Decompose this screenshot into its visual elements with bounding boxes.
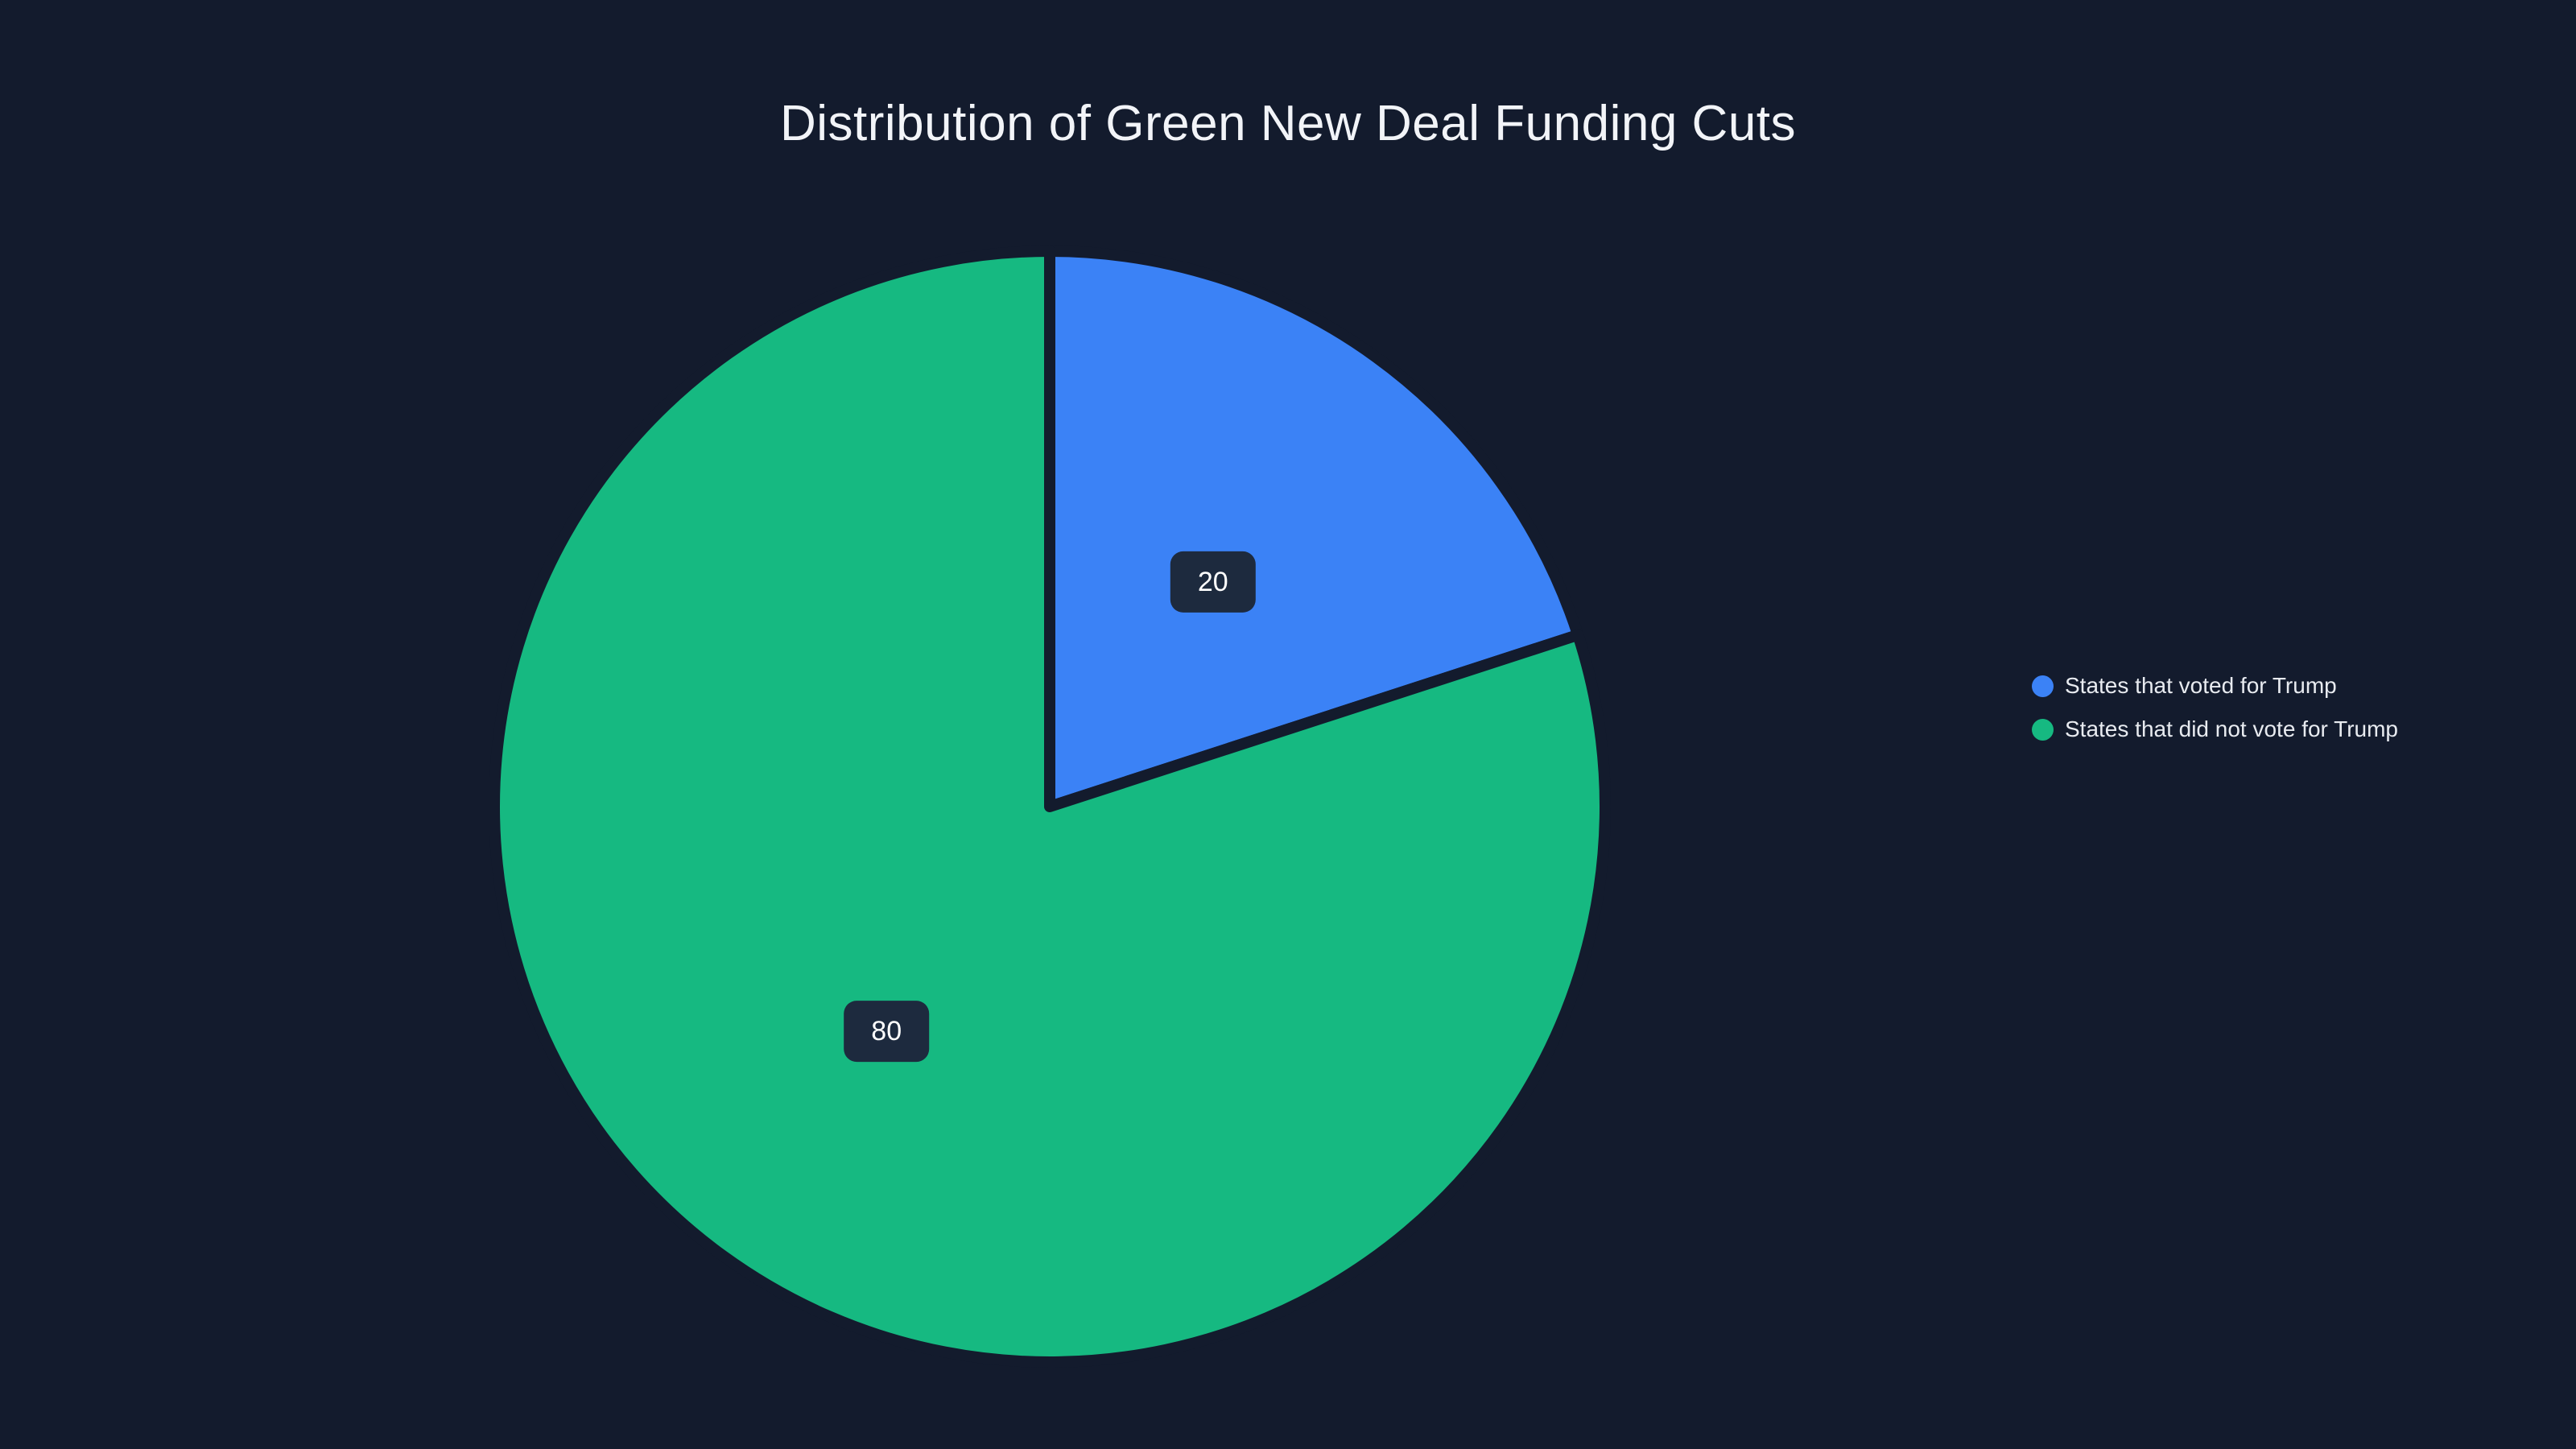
legend-item-label: States that did not vote for Trump xyxy=(2065,716,2398,741)
slice-value-label: 20 xyxy=(1170,551,1256,613)
pie-slice[interactable] xyxy=(489,246,1611,1368)
slice-value-text: 20 xyxy=(1198,567,1228,597)
legend-item-label: States that voted for Trump xyxy=(2065,673,2337,698)
legend-marker xyxy=(2032,675,2054,697)
slice-value-text: 80 xyxy=(871,1016,902,1046)
legend-item[interactable]: States that did not vote for Trump xyxy=(2032,716,2398,742)
legend: States that voted for Trump States that … xyxy=(2032,673,2398,742)
legend-marker xyxy=(2032,718,2054,741)
slice-value-label-box xyxy=(844,1001,930,1063)
legend-item[interactable]: States that voted for Trump xyxy=(2032,673,2398,699)
pie-slice[interactable] xyxy=(1044,246,1584,812)
slice-value-label-box xyxy=(1170,551,1256,613)
chart-title: Distribution of Green New Deal Funding C… xyxy=(779,96,1797,151)
slice-value-label: 80 xyxy=(844,1001,930,1063)
